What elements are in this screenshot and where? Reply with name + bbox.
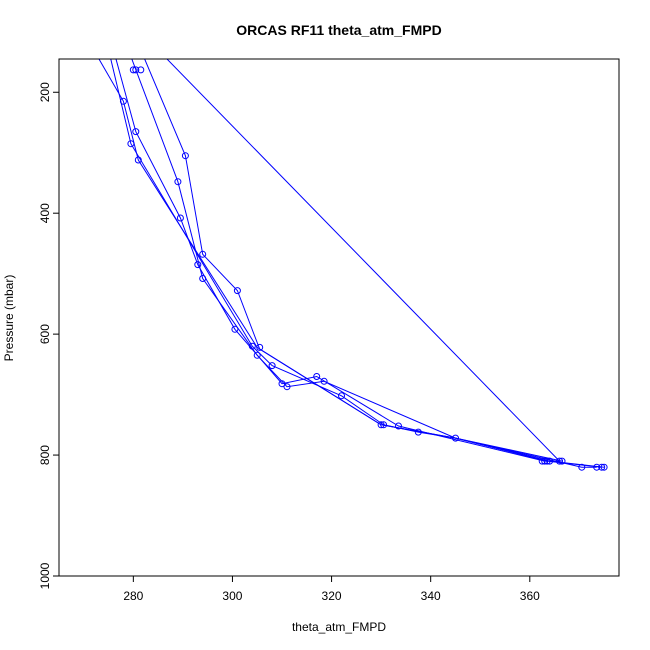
plot-frame (58, 58, 620, 577)
series-line-2 (110, 59, 563, 462)
y-tick-label-800: 800 (38, 445, 52, 465)
data-point-2 (132, 66, 140, 74)
x-tick-label-360: 360 (520, 589, 540, 603)
data-point-30 (538, 457, 546, 465)
data-point-14 (233, 287, 241, 295)
series-line-4 (131, 59, 602, 468)
data-point-5 (132, 128, 140, 136)
data-point-22 (278, 380, 286, 388)
data-point-34 (556, 457, 563, 465)
data-point-23 (283, 383, 291, 391)
y-tick-label-600: 600 (38, 324, 52, 344)
data-point-36 (578, 463, 586, 471)
data-point-9 (174, 178, 182, 186)
data-point-7 (181, 152, 189, 160)
x-axis: 280 300 320 340 360 (123, 575, 540, 603)
data-point-12 (194, 261, 202, 269)
data-point-39 (600, 463, 608, 471)
data-point-29 (452, 434, 459, 442)
plot-lines-layer (98, 59, 605, 468)
data-point-3 (137, 66, 145, 74)
data-point-26 (380, 421, 388, 429)
data-point-31 (541, 457, 549, 465)
x-tick-label-300: 300 (222, 589, 242, 603)
data-point-11 (199, 250, 207, 258)
data-point-6 (127, 140, 135, 148)
y-axis-label: Pressure (mbar) (2, 275, 16, 362)
plot-points-layer (119, 66, 608, 471)
x-tick-label-340: 340 (421, 589, 441, 603)
data-point-15 (231, 325, 239, 333)
data-point-37 (593, 463, 601, 471)
data-point-38 (598, 463, 606, 471)
x-axis-label: theta_atm_FMPD (292, 620, 386, 634)
data-point-8 (134, 156, 142, 164)
series-line-6 (166, 59, 561, 462)
data-point-25 (377, 421, 385, 429)
data-point-1 (129, 66, 137, 74)
x-tick-label-320: 320 (322, 589, 342, 603)
data-point-35 (558, 457, 566, 465)
x-tick-label-280: 280 (123, 589, 143, 603)
data-point-24 (338, 392, 345, 400)
data-point-10 (176, 214, 184, 222)
data-point-16 (248, 342, 256, 350)
data-point-4 (119, 97, 127, 105)
data-point-21 (320, 377, 328, 385)
data-point-27 (395, 422, 402, 430)
y-axis: 200 400 600 800 1000 (38, 82, 60, 589)
y-tick-label-400: 400 (38, 203, 52, 223)
data-point-32 (543, 457, 551, 465)
chart-title: ORCAS RF11 theta_atm_FMPD (236, 22, 441, 38)
series-line-3 (115, 59, 545, 462)
data-point-20 (313, 373, 321, 380)
data-point-19 (268, 362, 276, 370)
data-point-33 (546, 457, 554, 465)
y-tick-label-200: 200 (38, 82, 52, 102)
series-line-5 (144, 59, 597, 468)
data-point-28 (414, 428, 422, 436)
data-point-17 (256, 343, 264, 351)
y-tick-label-1000: 1000 (38, 562, 52, 589)
data-point-13 (199, 275, 207, 282)
data-point-18 (253, 351, 261, 359)
